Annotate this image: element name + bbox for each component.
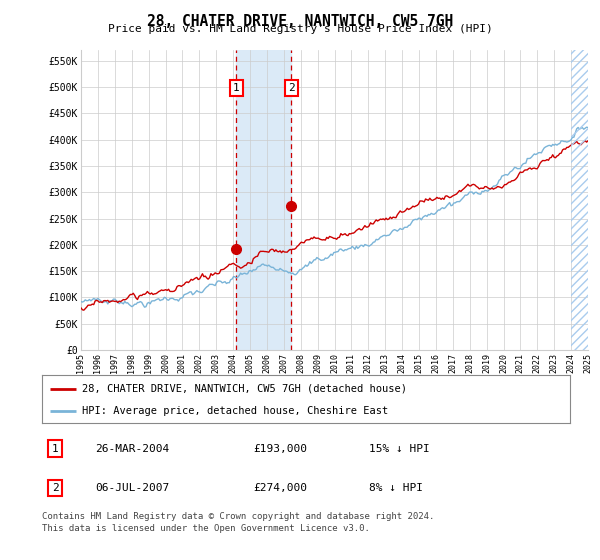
Text: 1: 1 xyxy=(52,444,59,454)
Bar xyxy=(571,50,588,350)
Text: This data is licensed under the Open Government Licence v3.0.: This data is licensed under the Open Gov… xyxy=(42,524,370,533)
Text: 06-JUL-2007: 06-JUL-2007 xyxy=(95,483,169,493)
Text: 26-MAR-2004: 26-MAR-2004 xyxy=(95,444,169,454)
Text: 15% ↓ HPI: 15% ↓ HPI xyxy=(370,444,430,454)
Text: HPI: Average price, detached house, Cheshire East: HPI: Average price, detached house, Ches… xyxy=(82,406,388,416)
Text: 2: 2 xyxy=(288,83,295,93)
Text: 8% ↓ HPI: 8% ↓ HPI xyxy=(370,483,424,493)
Bar xyxy=(236,50,292,350)
Bar xyxy=(571,50,588,350)
Text: 1: 1 xyxy=(233,83,240,93)
Text: 28, CHATER DRIVE, NANTWICH, CW5 7GH (detached house): 28, CHATER DRIVE, NANTWICH, CW5 7GH (det… xyxy=(82,384,407,394)
Text: Price paid vs. HM Land Registry's House Price Index (HPI): Price paid vs. HM Land Registry's House … xyxy=(107,24,493,34)
Text: 28, CHATER DRIVE, NANTWICH, CW5 7GH: 28, CHATER DRIVE, NANTWICH, CW5 7GH xyxy=(147,14,453,29)
Text: 2: 2 xyxy=(52,483,59,493)
Text: Contains HM Land Registry data © Crown copyright and database right 2024.: Contains HM Land Registry data © Crown c… xyxy=(42,512,434,521)
Text: £274,000: £274,000 xyxy=(253,483,307,493)
Text: £193,000: £193,000 xyxy=(253,444,307,454)
